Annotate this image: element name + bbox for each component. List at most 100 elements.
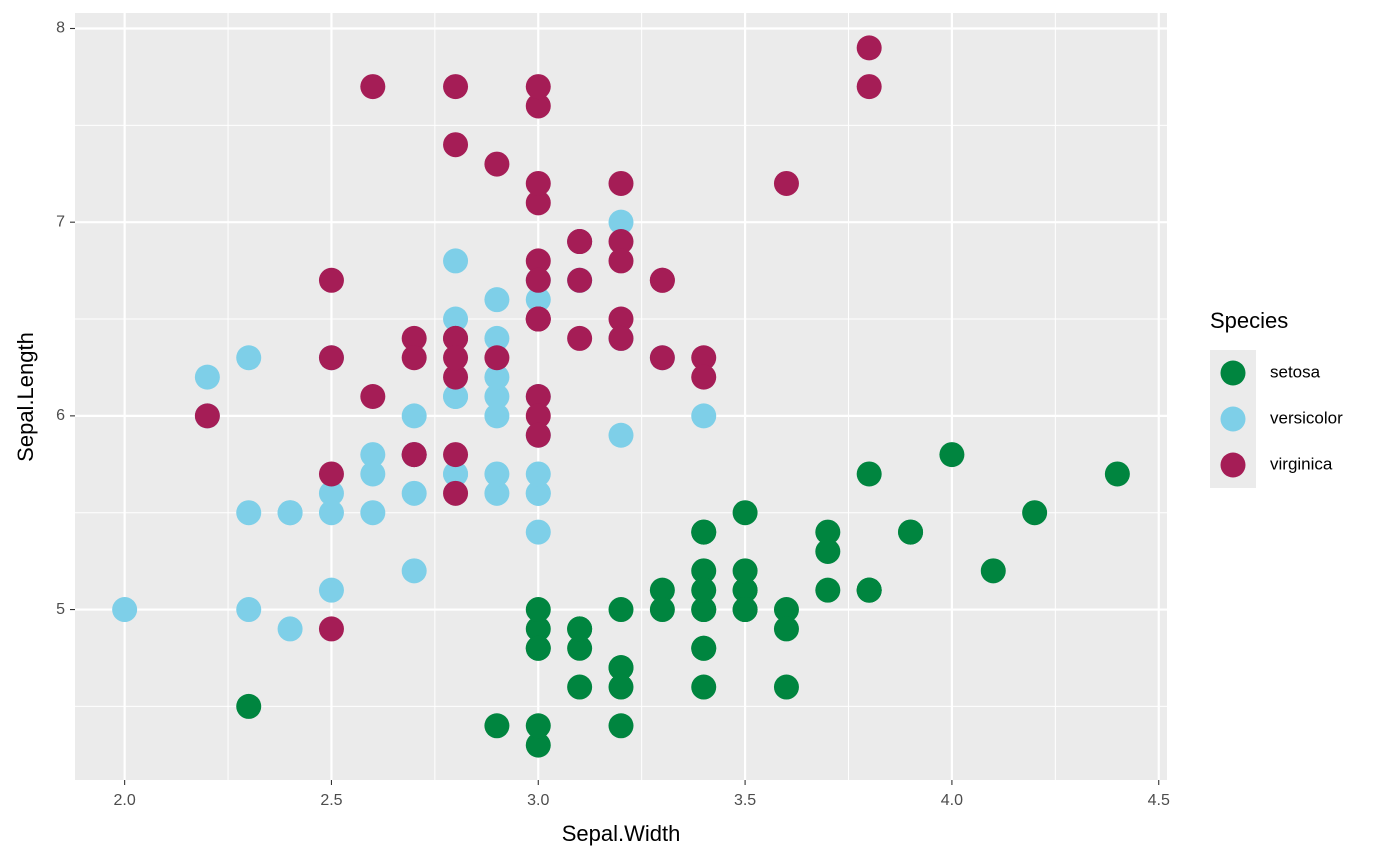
point (360, 74, 386, 100)
point (1022, 500, 1048, 526)
point (443, 74, 469, 100)
x-axis-title: Sepal.Width (562, 821, 681, 846)
y-tick-label: 6 (56, 407, 65, 424)
point (691, 597, 717, 623)
point (443, 461, 469, 487)
point (649, 597, 675, 623)
legend-label: virginica (1270, 454, 1333, 473)
point (236, 693, 262, 719)
point (773, 674, 799, 700)
point (898, 519, 924, 545)
point (691, 674, 717, 700)
point (525, 267, 551, 293)
point (567, 674, 593, 700)
point (525, 248, 551, 274)
point (691, 345, 717, 371)
point (608, 325, 634, 351)
point (608, 229, 634, 255)
point (236, 345, 262, 371)
point (443, 480, 469, 506)
point (608, 655, 634, 681)
point (360, 384, 386, 409)
point (815, 577, 841, 603)
point (443, 248, 469, 274)
point (608, 597, 634, 623)
point (567, 325, 593, 351)
point (732, 597, 758, 623)
point (525, 422, 551, 448)
point (484, 287, 510, 313)
point (856, 35, 882, 61)
x-tick-label: 4.5 (1148, 792, 1170, 809)
point (236, 597, 262, 623)
point (732, 500, 758, 526)
x-tick-label: 4.0 (941, 792, 963, 809)
point (691, 558, 717, 584)
point (443, 442, 469, 468)
point (484, 345, 510, 371)
point (318, 616, 344, 642)
point (443, 364, 469, 390)
point (443, 325, 469, 351)
point (691, 577, 717, 603)
y-tick-label: 8 (56, 20, 65, 37)
point (525, 461, 551, 487)
point (525, 480, 551, 506)
point (608, 422, 634, 448)
point (773, 597, 799, 623)
point (360, 461, 386, 487)
point (608, 209, 634, 235)
point (525, 732, 551, 758)
point (484, 325, 510, 351)
y-axis-title: Sepal.Length (13, 332, 38, 462)
point (856, 577, 882, 603)
point (980, 558, 1006, 584)
point (525, 190, 551, 216)
point (484, 364, 510, 390)
legend-title: Species (1210, 308, 1288, 333)
point (318, 500, 344, 526)
point (484, 461, 510, 487)
point (277, 616, 303, 642)
point (401, 403, 427, 429)
y-tick-label: 5 (56, 601, 65, 618)
point (732, 558, 758, 584)
point (318, 345, 344, 371)
point (525, 519, 551, 545)
point (401, 325, 427, 351)
legend-label: setosa (1270, 362, 1321, 381)
point (525, 384, 551, 409)
x-tick-label: 3.5 (734, 792, 756, 809)
point (484, 384, 510, 409)
point (856, 74, 882, 100)
point (443, 345, 469, 371)
point (318, 267, 344, 293)
point (236, 500, 262, 526)
legend-key (1220, 360, 1246, 386)
point (649, 345, 675, 371)
legend-label: versicolor (1270, 408, 1343, 427)
point (360, 500, 386, 526)
legend-key (1220, 452, 1246, 478)
point (525, 306, 551, 332)
point (815, 538, 841, 564)
point (525, 93, 551, 119)
x-tick-label: 2.0 (114, 792, 136, 809)
point (525, 597, 551, 623)
point (401, 480, 427, 506)
point (525, 287, 551, 313)
point (691, 635, 717, 661)
point (484, 480, 510, 506)
point (567, 635, 593, 661)
point (484, 713, 510, 739)
point (773, 616, 799, 642)
x-tick-label: 3.0 (527, 792, 549, 809)
point (567, 616, 593, 642)
legend-key (1220, 406, 1246, 432)
point (691, 403, 717, 429)
point (732, 577, 758, 603)
point (443, 132, 469, 158)
point (443, 384, 469, 409)
point (360, 442, 386, 468)
